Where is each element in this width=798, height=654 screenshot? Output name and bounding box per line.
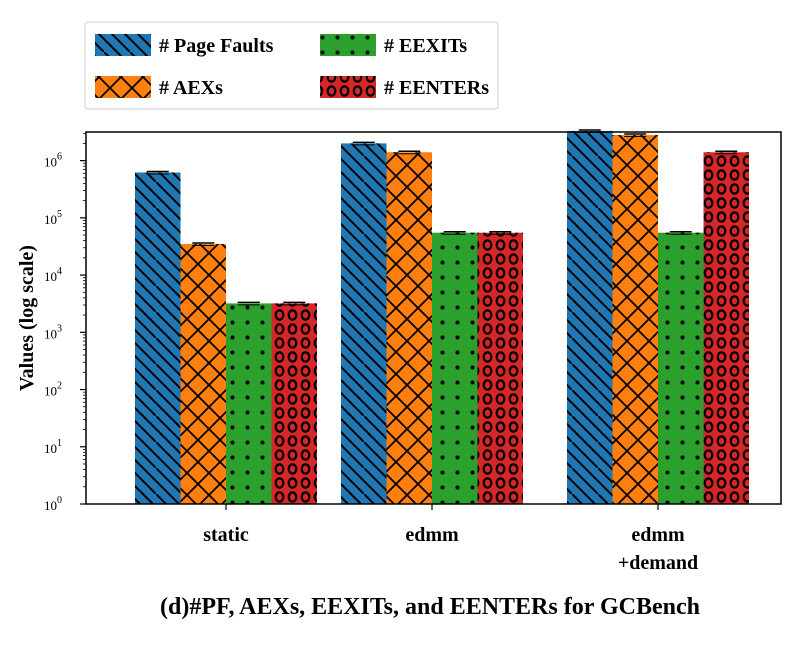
y-tick-label: 104 (44, 266, 62, 284)
bar-page-faults-edmm-hatch (341, 143, 387, 504)
y-tick-label: 101 (44, 438, 62, 456)
x-tick-label: edmm (631, 524, 685, 546)
legend: # Page Faults # AEXs # EEXITs # EENTERs (95, 34, 489, 99)
y-tick-label: 103 (44, 323, 62, 341)
bars-group (135, 130, 749, 505)
bar-aexs-static-hatch (180, 243, 226, 504)
bar-eexits-edmm-demand-hatch (658, 232, 704, 505)
x-axis-ticks: static edmm edmm +demand (203, 504, 698, 574)
x-tick-label: edmm (405, 524, 459, 546)
bar-eenters-edmm-hatch (477, 232, 523, 505)
y-tick-label: 105 (44, 209, 62, 227)
legend-label-eexits: # EEXITs (384, 35, 467, 57)
plot-frame (85, 131, 782, 505)
legend-swatch-hatch (95, 34, 151, 56)
x-tick-label: static (203, 524, 249, 546)
bar-eenters-edmm-demand-hatch (703, 152, 749, 504)
legend-frame (84, 21, 499, 110)
legend-swatch-hatch (95, 76, 151, 98)
bar-aexs-edmm-hatch (386, 152, 432, 504)
y-axis-ticks: 100 101 102 103 104 105 106 (44, 132, 86, 513)
bar-eexits-static-hatch (226, 303, 272, 504)
chart-caption: (d)#PF, AEXs, EEXITs, and EENTERs for GC… (160, 594, 700, 620)
legend-swatch-hatch (320, 76, 376, 98)
legend-swatch-hatch (320, 34, 376, 56)
bar-eenters-static-hatch (271, 303, 317, 504)
y-axis-title: Values (log scale) (16, 245, 38, 391)
y-tick-label: 102 (44, 381, 62, 399)
bar-eexits-edmm-hatch (432, 232, 478, 505)
y-tick-label: 106 (44, 152, 62, 170)
x-tick-label: +demand (618, 552, 698, 574)
legend-label-aexs: # AEXs (159, 77, 223, 99)
legend-label-page-faults: # Page Faults (159, 35, 274, 57)
y-tick-label: 100 (44, 495, 62, 513)
legend-label-eenters: # EENTERs (384, 77, 489, 99)
bar-page-faults-edmm-demand-hatch (567, 130, 613, 504)
bar-aexs-edmm-demand-hatch (612, 135, 658, 505)
bar-page-faults-static-hatch (135, 172, 181, 505)
